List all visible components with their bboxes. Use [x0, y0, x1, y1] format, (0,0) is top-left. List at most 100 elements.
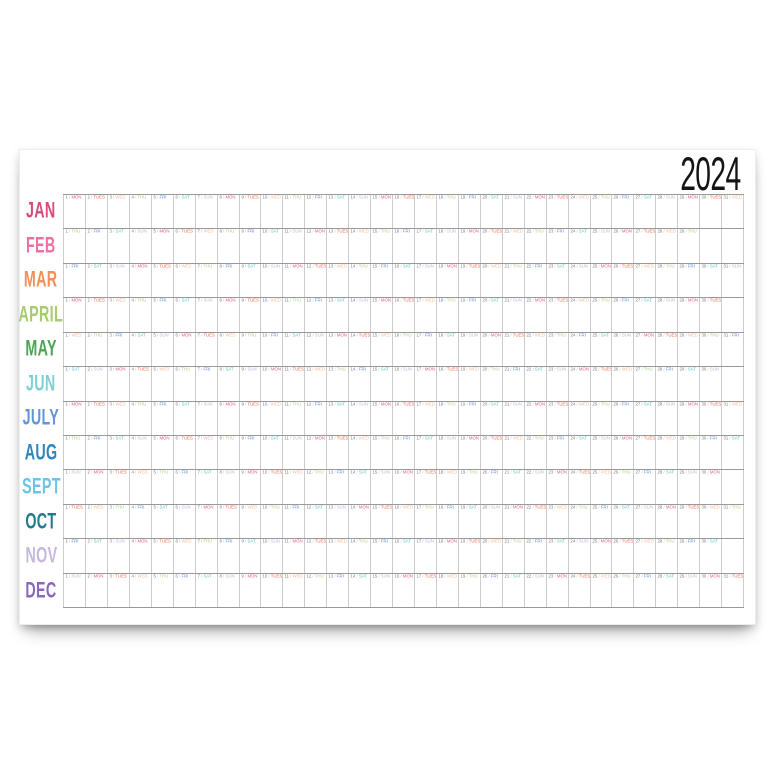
day-number: 12: [306, 333, 312, 338]
day-number: 24: [570, 195, 575, 201]
day-separator: /: [377, 333, 381, 338]
day-of-week: SUN: [203, 402, 213, 407]
day-cell: [722, 539, 745, 573]
day-cell: 7 / MON: [196, 504, 218, 539]
day-cell: [722, 229, 745, 263]
day-cell: 21 / SAT: [503, 573, 525, 608]
day-separator: /: [574, 367, 579, 373]
day-cell: 17 / FRI: [415, 332, 437, 367]
day-number: 19: [460, 367, 466, 373]
day-number: 22: [526, 402, 531, 407]
month-label-text: OCT: [25, 509, 57, 534]
day-separator: /: [574, 264, 579, 269]
day-cell: 16 / TUES: [393, 401, 415, 435]
day-label: 6 / SAT: [174, 402, 189, 408]
day-label: 23 / TUES: [547, 195, 568, 201]
day-label: 12 / MON: [305, 436, 326, 442]
day-label: 30 / MON: [700, 470, 721, 476]
day-cell: 9 / TUES: [240, 195, 262, 229]
day-cell: 24 / WED: [569, 298, 591, 332]
day-separator: /: [465, 505, 469, 510]
day-cell: 8 / SUN: [218, 573, 240, 608]
day-number: 5: [153, 436, 156, 441]
day-cell: 25 / WED: [591, 470, 613, 504]
day-separator: /: [177, 195, 182, 201]
day-separator: /: [465, 402, 469, 407]
month-row-april: 1 / MON 2 / TUES 3 / WED 4 / THU 5 / FRI 6 / …: [63, 297, 745, 332]
day-of-week: SAT: [512, 471, 521, 476]
day-cell: 21 / SUN: [503, 401, 525, 435]
day-number: 4: [131, 367, 134, 373]
day-label: 8 / MON: [218, 298, 235, 304]
day-of-week: SAT: [556, 264, 565, 269]
day-of-week: FRI: [71, 539, 79, 545]
day-of-week: SAT: [246, 264, 256, 269]
day-number: 29: [679, 195, 685, 201]
day-label: 4 / THU: [130, 298, 146, 304]
day-cell: 25 / SUN: [591, 435, 613, 470]
day-label: 21 / SUN: [503, 402, 522, 408]
day-cell: 24 / SAT: [569, 229, 591, 263]
day-number: 24: [570, 539, 575, 545]
day-cell: 4 / FRI: [130, 504, 152, 539]
day-number: 15: [372, 195, 378, 201]
day-of-week: SAT: [181, 402, 190, 407]
day-number: 28: [657, 402, 663, 407]
day-label: 2 / MON: [86, 470, 103, 476]
day-number: 18: [438, 333, 444, 338]
day-of-week: FRI: [380, 539, 388, 545]
day-of-week: TUES: [292, 367, 305, 373]
day-separator: /: [421, 367, 425, 373]
day-of-week: TUES: [709, 298, 722, 304]
day-separator: /: [618, 402, 623, 407]
day-of-week: SAT: [337, 298, 346, 304]
day-cell: 7 / SAT: [196, 573, 218, 608]
day-label: 11 / FRI: [283, 505, 300, 511]
day-number: 30: [701, 264, 707, 269]
day-cell: 18 / WED: [437, 573, 459, 608]
day-separator: /: [111, 333, 116, 338]
month-label-text: NOV: [25, 543, 57, 568]
day-cell: 15 / THU: [371, 229, 394, 263]
day-separator: /: [618, 574, 623, 579]
day-of-week: WED: [424, 298, 435, 304]
day-cell: 5 / FRI: [152, 401, 174, 435]
day-number: 18: [438, 574, 444, 579]
day-label: 17 / SAT: [415, 229, 433, 235]
day-separator: /: [443, 505, 447, 510]
day-number: 13: [328, 230, 334, 235]
day-separator: /: [155, 574, 160, 579]
day-number: 16: [394, 436, 400, 441]
day-label: 28 / SUN: [656, 402, 676, 408]
day-label: 6 / FRI: [174, 470, 189, 476]
day-cell: 19 / MON: [459, 435, 481, 470]
day-label: 3 / SUN: [108, 539, 124, 545]
day-label: 3 / TUES: [108, 470, 126, 476]
day-cell: 18 / SUN: [437, 435, 459, 470]
day-of-week: TUES: [246, 402, 259, 407]
day-of-week: THU: [512, 264, 522, 269]
day-label: 16 / TUES: [393, 195, 415, 201]
day-number: 29: [679, 402, 685, 407]
day-of-week: FRI: [71, 264, 79, 269]
day-cell: 5 / TUES: [152, 539, 174, 573]
day-cell: 27 / WED: [634, 539, 657, 573]
day-label: 30 / MON: [700, 574, 721, 580]
day-separator: /: [530, 367, 535, 373]
day-of-week: SUN: [731, 264, 742, 269]
day-number: 21: [504, 539, 510, 545]
day-label: 10 / WED: [261, 402, 282, 408]
day-separator: /: [618, 333, 623, 338]
day-label: 23 / THU: [547, 333, 565, 339]
day-number: 22: [526, 505, 531, 510]
day-number: 26: [613, 367, 619, 373]
day-of-week: WED: [292, 574, 303, 579]
day-number: 22: [526, 367, 531, 373]
day-of-week: MON: [402, 471, 414, 476]
day-separator: /: [574, 574, 579, 579]
day-cell: 17 / WED: [415, 401, 437, 435]
day-separator: /: [243, 402, 247, 407]
day-cell: 8 / MON: [218, 401, 240, 435]
day-number: 11: [284, 471, 290, 476]
day-number: 29: [679, 264, 685, 269]
